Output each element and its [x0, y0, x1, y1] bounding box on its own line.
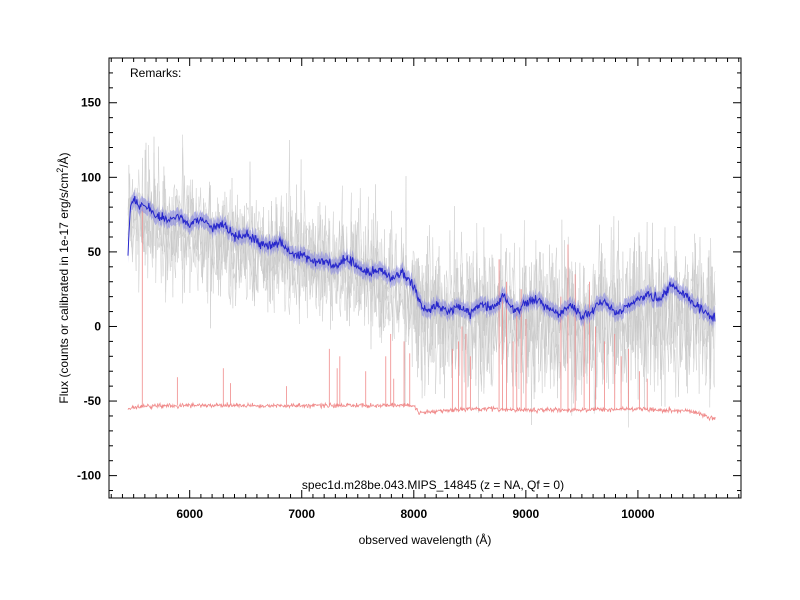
y-tick-label: 50 — [88, 245, 102, 259]
sky-spectrum-layer — [127, 207, 716, 422]
y-axis-title-tail: /Å) — [56, 152, 71, 167]
axis-ticks — [109, 57, 741, 498]
smoothed-spectrum-layer — [127, 196, 716, 322]
x-tick-label: 8000 — [400, 507, 427, 521]
y-tick-label: -100 — [77, 469, 101, 483]
axis-tick-labels: 6000 7000 8000 9000 10000 -100 -50 0 50 100 150 — [77, 96, 655, 521]
x-axis-title: observed wavelength (Å) — [359, 532, 492, 547]
y-tick-label: -50 — [84, 394, 102, 408]
y-axis-title-superscript: 2 — [55, 168, 65, 173]
sky-spectrum-line — [127, 401, 716, 422]
error-band — [128, 188, 715, 329]
x-tick-label: 6000 — [176, 507, 203, 521]
x-tick-label: 10000 — [621, 507, 655, 521]
x-tick-label: 9000 — [512, 507, 539, 521]
raw-spectrum-trace — [127, 134, 716, 414]
y-tick-label: 150 — [81, 96, 101, 110]
raw-spectra-layer — [127, 134, 716, 428]
y-axis-title: Flux (counts or calibrated in 1e-17 erg/… — [55, 152, 71, 403]
error-band-layer — [128, 188, 715, 329]
y-axis-title-main: Flux (counts or calibrated in 1e-17 erg/… — [57, 173, 71, 404]
y-tick-label: 0 — [94, 319, 101, 333]
y-tick-label: 100 — [81, 170, 101, 184]
spectrum-caption: spec1d.m28be.043.MIPS_14845 (z = NA, Qf … — [302, 478, 564, 492]
remarks-label: Remarks: — [130, 66, 181, 80]
x-tick-label: 7000 — [288, 507, 315, 521]
raw-spectrum-trace — [127, 139, 716, 413]
smoothed-spectrum-line — [127, 196, 716, 322]
